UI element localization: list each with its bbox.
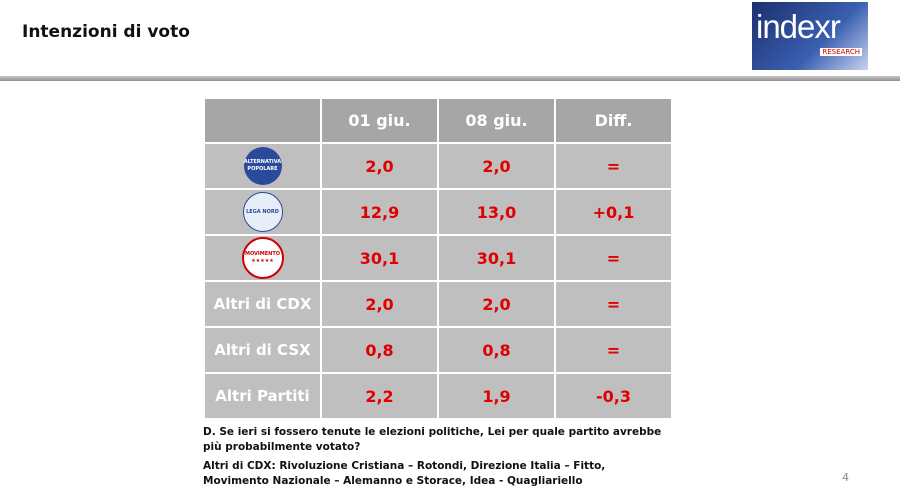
table-row: ALTERNATIVA POPOLARE 2,0 2,0 = xyxy=(203,142,673,190)
party-logo: LEGA NORD xyxy=(242,192,283,232)
corner-cell xyxy=(203,97,322,144)
logo: indexr RESEARCH xyxy=(752,2,868,70)
value-cell: 2,0 xyxy=(437,142,556,190)
header-row: 01 giu. 08 giu. Diff. xyxy=(203,97,673,144)
column-header: Diff. xyxy=(554,97,673,144)
note: Altri di CDX: Rivoluzione Cristiana – Ro… xyxy=(203,460,606,487)
value-cell: -0,3 xyxy=(554,372,673,420)
logo-text: POPOLARE xyxy=(247,166,278,172)
table-row: Altri di CSX 0,8 0,8 = xyxy=(203,326,673,374)
value-cell: = xyxy=(554,280,673,328)
table-row: Altri Partiti 2,2 1,9 -0,3 xyxy=(203,372,673,420)
page-number: 4 xyxy=(842,471,849,484)
row-label: Altri di CSX xyxy=(203,326,322,374)
value-cell: 30,1 xyxy=(320,234,439,282)
party-logo: ALTERNATIVA POPOLARE xyxy=(243,147,282,185)
value-cell: 30,1 xyxy=(437,234,556,282)
value-cell: 2,0 xyxy=(320,142,439,190)
logo-cell: MOVIMENTO ★★★★★ xyxy=(203,234,322,282)
value-cell: 2,0 xyxy=(320,280,439,328)
column-header: 01 giu. xyxy=(320,97,439,144)
logo-text: ★★★★★ xyxy=(251,258,274,264)
value-cell: 0,8 xyxy=(437,326,556,374)
value-cell: 1,9 xyxy=(437,372,556,420)
results-table: 01 giu. 08 giu. Diff. ALTERNATIVA POPOLARE 2,… xyxy=(203,97,673,420)
title: Intenzioni di voto xyxy=(22,22,190,42)
value-cell: 2,2 xyxy=(320,372,439,420)
value-cell: = xyxy=(554,142,673,190)
logo-name: indexr xyxy=(756,8,841,45)
value-cell: = xyxy=(554,326,673,374)
logo-sub: RESEARCH xyxy=(820,48,862,56)
table-row: MOVIMENTO ★★★★★ 30,1 30,1 = xyxy=(203,234,673,282)
logo-cell: ALTERNATIVA POPOLARE xyxy=(203,142,322,190)
logo-cell: LEGA NORD xyxy=(203,188,322,236)
table-row: LEGA NORD 12,9 13,0 +0,1 xyxy=(203,188,673,236)
value-cell: = xyxy=(554,234,673,282)
notes: D. Se ieri si fossero tenute le elezioni… xyxy=(203,425,673,493)
logo-text: LEGA NORD xyxy=(246,208,279,215)
note: D. Se ieri si fossero tenute le elezioni… xyxy=(203,426,662,453)
row-label: Altri Partiti xyxy=(203,372,322,420)
value-cell: +0,1 xyxy=(554,188,673,236)
value-cell: 2,0 xyxy=(437,280,556,328)
value-cell: 0,8 xyxy=(320,326,439,374)
column-header: 08 giu. xyxy=(437,97,556,144)
party-logo: MOVIMENTO ★★★★★ xyxy=(241,237,284,279)
row-label: Altri di CDX xyxy=(203,280,322,328)
value-cell: 13,0 xyxy=(437,188,556,236)
value-cell: 12,9 xyxy=(320,188,439,236)
logo-text: ALTERNATIVA xyxy=(243,159,282,165)
header-rule xyxy=(0,76,900,81)
table-row: Altri di CDX 2,0 2,0 = xyxy=(203,280,673,328)
logo-text: MOVIMENTO xyxy=(244,251,281,257)
